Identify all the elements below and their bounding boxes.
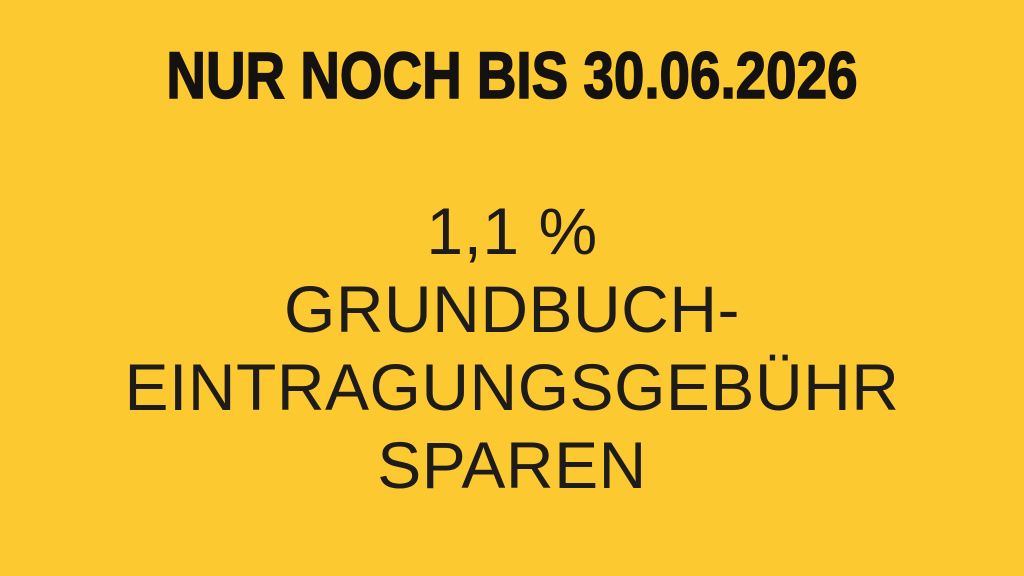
offer-percentage: 1,1 % (426, 194, 598, 268)
offer-line-eintragungsgebuehr: EINTRAGUNGSGEBÜHR (124, 350, 900, 424)
offer-line-grundbuch: GRUNDBUCH- (284, 272, 740, 346)
offer-line-sparen: SPAREN (377, 428, 647, 502)
deadline-headline: NUR NOCH BIS 30.06.2026 (166, 38, 858, 112)
offer-message: 1,1 % GRUNDBUCH- EINTRAGUNGSGEBÜHR SPARE… (0, 192, 1024, 504)
